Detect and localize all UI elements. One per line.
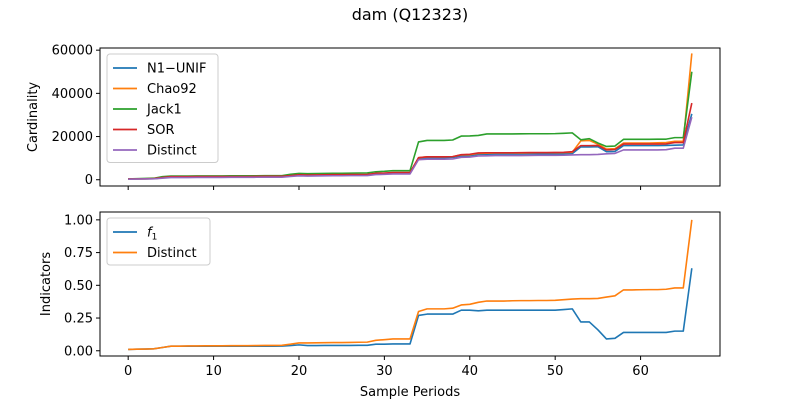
x-tick-label: 10 xyxy=(205,364,222,379)
x-tick-label: 50 xyxy=(547,364,564,379)
y-axis-label: Cardinality xyxy=(26,82,41,153)
legend-label: Jack1 xyxy=(146,103,182,118)
x-tick-label: 0 xyxy=(124,364,132,379)
legend-box xyxy=(106,53,219,163)
series-line xyxy=(128,116,693,180)
plot-frame xyxy=(99,47,721,187)
y-axis: 0.00 0.25 0.50 0.75 1.00 xyxy=(64,213,100,359)
y-tick-label: 40000 xyxy=(52,87,93,102)
legend: f1 Distinct xyxy=(106,217,211,266)
y-tick-label: 0.50 xyxy=(64,279,93,294)
y-tick-label: 60000 xyxy=(52,44,93,59)
x-tick-label: 40 xyxy=(462,364,479,379)
series-lines xyxy=(128,219,693,351)
y-tick-label: 1.00 xyxy=(64,213,93,228)
y-axis: 0 20000 40000 60000 xyxy=(52,44,100,188)
legend-label: Distinct xyxy=(147,144,197,159)
cardinality-panel: 0 20000 40000 60000 Cardinality N1−UNIF Chao… xyxy=(26,44,721,190)
x-axis: 0 10 20 30 40 50 60 xyxy=(124,356,649,379)
y-tick-label: 0.00 xyxy=(64,344,93,359)
indicators-panel: 0.00 0.25 0.50 0.75 1.00 0 10 20 30 40 50 60 Indic… xyxy=(39,211,721,400)
y-axis-label: Indicators xyxy=(39,252,54,316)
legend: N1−UNIF Chao92 Jack1 SOR Distinct xyxy=(106,53,219,163)
x-tick-label: 30 xyxy=(376,364,393,379)
x-tick-label: 20 xyxy=(291,364,308,379)
y-tick-label: 0.75 xyxy=(64,246,93,261)
legend-label: N1−UNIF xyxy=(147,62,206,77)
figure-title: dam (Q12323) xyxy=(352,5,469,24)
legend-label: f1 xyxy=(147,226,157,243)
x-axis-label: Sample Periods xyxy=(360,385,460,400)
x-axis xyxy=(127,186,642,190)
series-line xyxy=(128,219,693,351)
legend-label: SOR xyxy=(147,123,175,138)
legend-label: Distinct xyxy=(147,246,197,261)
y-tick-label: 0 xyxy=(85,173,93,188)
y-tick-label: 20000 xyxy=(52,130,93,145)
legend-label: Chao92 xyxy=(147,82,197,97)
y-tick-label: 0.25 xyxy=(64,312,93,327)
series-lines xyxy=(128,53,693,180)
x-tick-label: 60 xyxy=(632,364,649,379)
plot-frame xyxy=(99,211,721,357)
